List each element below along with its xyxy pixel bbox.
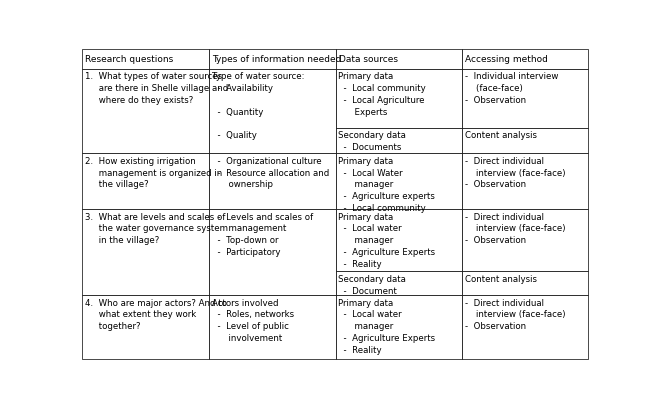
Text: 3.  What are levels and scales of
     the water governance system
     in the v: 3. What are levels and scales of the wat… (85, 212, 228, 244)
Text: Primary data
  -  Local community
  -  Local Agriculture
      Experts: Primary data - Local community - Local A… (338, 72, 426, 116)
Bar (82, 154, 209, 209)
Text: -  Individual interview
    (face-face)
-  Observation: - Individual interview (face-face) - Obs… (465, 72, 559, 104)
Bar (462, 50, 588, 70)
Text: Primary data
  -  Local water
      manager
  -  Agriculture Experts
  -  Realit: Primary data - Local water manager - Agr… (338, 212, 436, 268)
Text: -  Direct individual
    interview (face-face)
-  Observation: - Direct individual interview (face-face… (465, 157, 566, 189)
Bar (82, 209, 209, 295)
Bar (82, 70, 209, 154)
Text: 4.  Who are major actors? And to
     what extent they work
     together?: 4. Who are major actors? And to what ext… (85, 298, 227, 330)
Bar (82, 295, 209, 359)
Bar (209, 70, 336, 154)
Text: Secondary data
  -  Document: Secondary data - Document (338, 274, 406, 295)
Text: 1.  What types of water sources
     are there in Shelle village and
     where : 1. What types of water sources are there… (85, 72, 228, 104)
Bar (336, 295, 462, 359)
Text: Content analysis: Content analysis (465, 274, 537, 283)
Text: Content analysis: Content analysis (465, 131, 537, 140)
Text: Types of information needed: Types of information needed (212, 55, 341, 64)
Bar (336, 50, 462, 70)
Text: -  Direct individual
    interview (face-face)
-  Observation: - Direct individual interview (face-face… (465, 298, 566, 330)
Bar (82, 50, 209, 70)
Bar (462, 70, 588, 128)
Text: Research questions: Research questions (85, 55, 173, 64)
Text: Primary data
  -  Local Water
      manager
  -  Agriculture experts
  -  Local : Primary data - Local Water manager - Agr… (338, 157, 435, 212)
Text: Primary data
  -  Local water
      manager
  -  Agriculture Experts
  -  Realit: Primary data - Local water manager - Agr… (338, 298, 436, 354)
Text: Actors involved
  -  Roles, networks
  -  Level of public
      involvement: Actors involved - Roles, networks - Leve… (211, 298, 294, 342)
Bar (336, 271, 462, 295)
Text: -  Organizational culture
  -  Resource allocation and
      ownership: - Organizational culture - Resource allo… (211, 157, 329, 189)
Text: Secondary data
  -  Documents: Secondary data - Documents (338, 131, 406, 152)
Bar (209, 295, 336, 359)
Text: Data sources: Data sources (339, 55, 398, 64)
Bar (336, 128, 462, 154)
Text: Type of water source:
  -  Availability

  -  Quantity

  -  Quality: Type of water source: - Availability - Q… (211, 72, 304, 140)
Bar (462, 271, 588, 295)
Text: Accessing method: Accessing method (466, 55, 548, 64)
Bar (209, 154, 336, 209)
Bar (336, 209, 462, 271)
Text: 2.  How existing irrigation
     management is organized in
     the village?: 2. How existing irrigation management is… (85, 157, 222, 189)
Text: -  Levels and scales of
      management
  -  Top-down or
  -  Participatory: - Levels and scales of management - Top-… (211, 212, 313, 256)
Bar (336, 70, 462, 128)
Bar (336, 154, 462, 209)
Bar (209, 209, 336, 295)
Bar (462, 128, 588, 154)
Bar (462, 295, 588, 359)
Bar (462, 154, 588, 209)
Text: -  Direct individual
    interview (face-face)
-  Observation: - Direct individual interview (face-face… (465, 212, 566, 244)
Bar (462, 209, 588, 271)
Bar (209, 50, 336, 70)
